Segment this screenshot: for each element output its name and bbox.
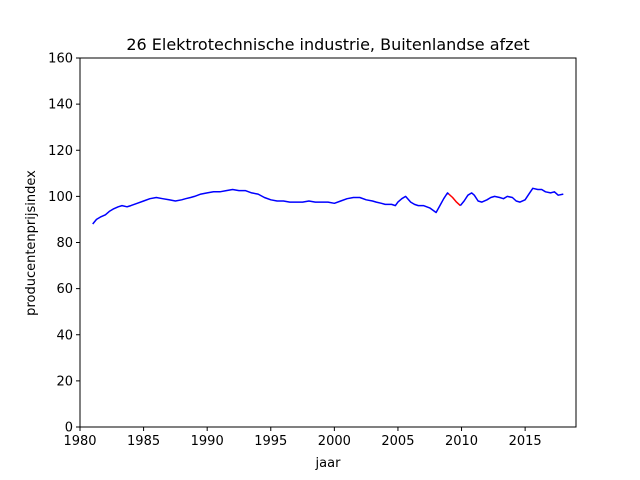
plot-frame bbox=[79, 57, 577, 428]
x-tick-label: 1990 bbox=[191, 434, 224, 449]
y-tick-label: 80 bbox=[56, 236, 73, 251]
x-tick-label: 2000 bbox=[318, 434, 351, 449]
y-axis: 0 20 40 60 80 100 120 140 160 bbox=[48, 52, 80, 436]
y-tick-label: 20 bbox=[56, 374, 73, 389]
y-tick-label: 40 bbox=[56, 328, 73, 343]
x-tick-label: 1995 bbox=[254, 434, 287, 449]
x-axis-label: jaar bbox=[315, 456, 342, 471]
x-tick-label: 2005 bbox=[381, 434, 414, 449]
x-tick-label: 1985 bbox=[127, 434, 160, 449]
x-tick-label: 2015 bbox=[509, 434, 542, 449]
y-tick-label: 60 bbox=[56, 282, 73, 297]
x-axis: 1980 1985 1990 1995 2000 2005 2010 2015 bbox=[63, 427, 542, 449]
y-tick-label: 0 bbox=[65, 421, 73, 436]
series-line-2 bbox=[459, 187, 564, 207]
y-tick-label: 100 bbox=[48, 190, 73, 205]
chart-title: 26 Elektrotechnische industrie, Buitenla… bbox=[126, 35, 529, 54]
y-tick-label: 120 bbox=[48, 144, 73, 159]
x-tick-label: 2010 bbox=[445, 434, 478, 449]
y-tick-label: 140 bbox=[48, 98, 73, 113]
y-tick-label: 160 bbox=[48, 52, 73, 67]
series-line-1 bbox=[448, 193, 461, 207]
series-line-0 bbox=[92, 188, 450, 225]
plot-area bbox=[92, 187, 564, 225]
y-axis-label: producentenprijsindex bbox=[24, 170, 39, 316]
x-tick-label: 1980 bbox=[63, 434, 96, 449]
